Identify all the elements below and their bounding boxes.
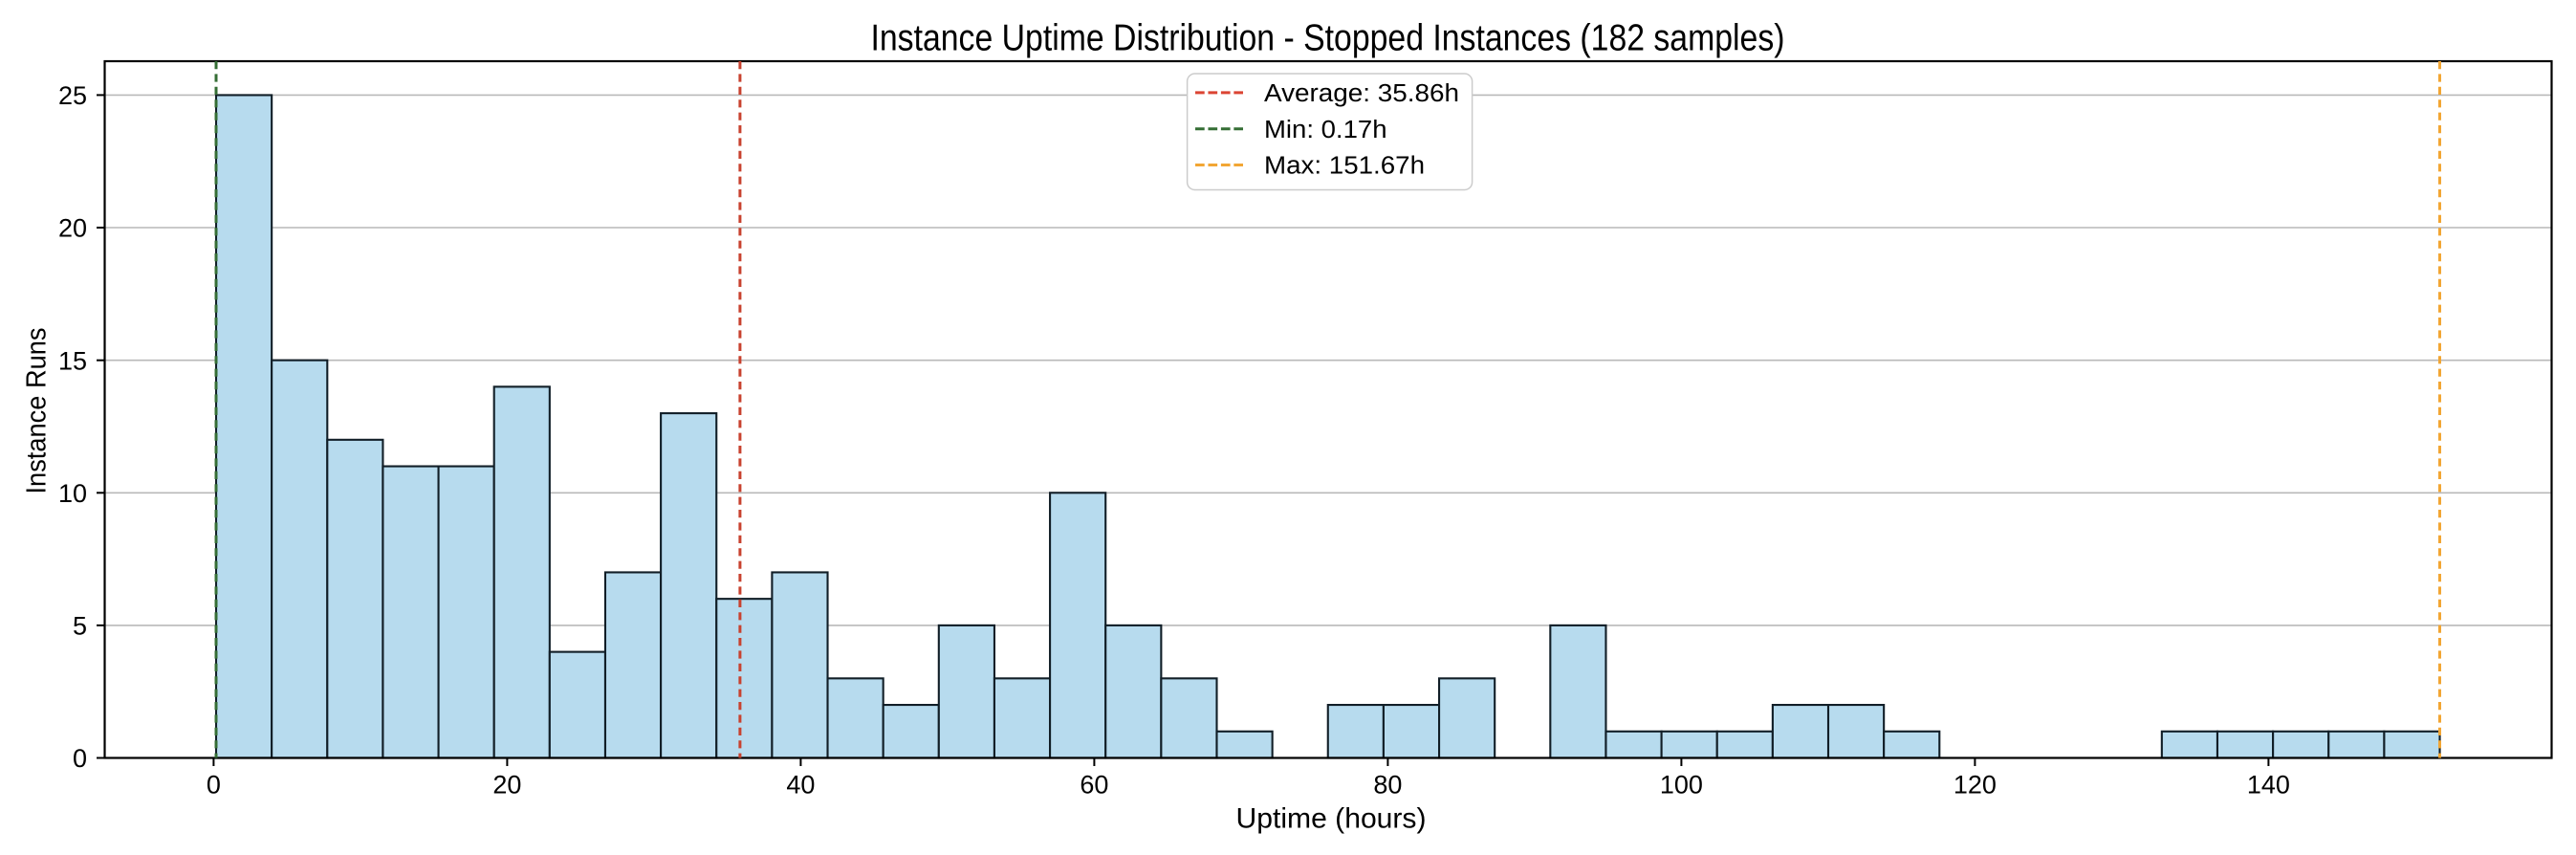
svg-text:Average: 35.86h: Average: 35.86h [1264, 80, 1459, 107]
svg-text:5: 5 [73, 612, 87, 641]
svg-text:25: 25 [58, 81, 87, 110]
svg-text:100: 100 [1660, 771, 1703, 800]
svg-text:0: 0 [207, 771, 221, 800]
svg-text:80: 80 [1373, 771, 1402, 800]
svg-text:60: 60 [1080, 771, 1108, 800]
svg-text:Uptime (hours): Uptime (hours) [1236, 803, 1427, 835]
svg-text:140: 140 [2247, 771, 2290, 800]
svg-text:Min: 0.17h: Min: 0.17h [1264, 117, 1387, 143]
svg-text:120: 120 [1954, 771, 1997, 800]
svg-text:Instance Uptime Distribution -: Instance Uptime Distribution - Stopped I… [871, 18, 1785, 59]
svg-text:10: 10 [58, 479, 87, 508]
svg-text:0: 0 [73, 744, 87, 773]
svg-text:20: 20 [58, 214, 87, 243]
svg-text:20: 20 [492, 771, 521, 800]
svg-text:Instance Runs: Instance Runs [22, 328, 53, 494]
svg-text:15: 15 [58, 346, 87, 375]
svg-text:Max: 151.67h: Max: 151.67h [1264, 153, 1425, 180]
svg-text:40: 40 [786, 771, 815, 800]
